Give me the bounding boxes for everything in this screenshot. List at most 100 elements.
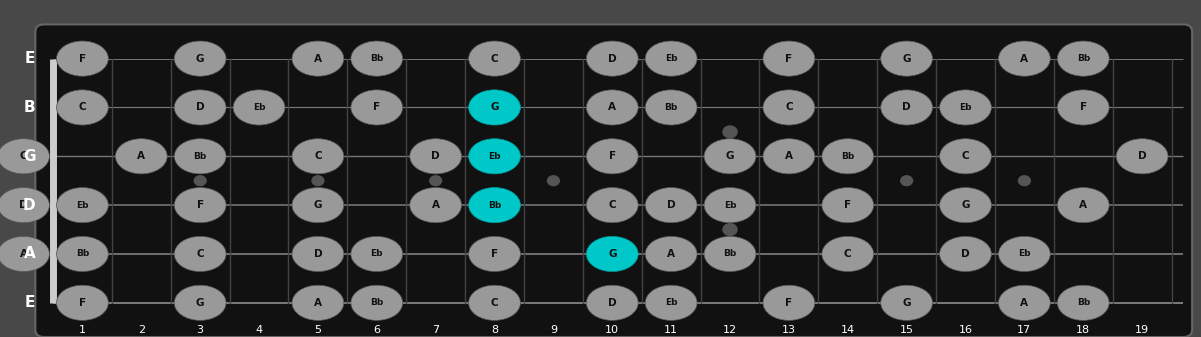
Text: Bb: Bb bbox=[841, 152, 854, 161]
Ellipse shape bbox=[174, 188, 226, 223]
Text: C: C bbox=[491, 298, 498, 308]
Ellipse shape bbox=[645, 236, 697, 272]
Circle shape bbox=[901, 176, 913, 186]
Text: Eb: Eb bbox=[489, 152, 501, 161]
Text: 5: 5 bbox=[315, 325, 322, 335]
Ellipse shape bbox=[468, 285, 520, 320]
Ellipse shape bbox=[586, 188, 638, 223]
Ellipse shape bbox=[292, 236, 343, 272]
Text: A: A bbox=[608, 102, 616, 113]
Text: C: C bbox=[844, 249, 852, 259]
Ellipse shape bbox=[1057, 188, 1110, 223]
Text: Bb: Bb bbox=[370, 54, 383, 63]
Ellipse shape bbox=[174, 236, 226, 272]
Ellipse shape bbox=[468, 188, 520, 223]
Ellipse shape bbox=[880, 90, 932, 125]
Text: Bb: Bb bbox=[193, 152, 207, 161]
Ellipse shape bbox=[1057, 90, 1110, 125]
Ellipse shape bbox=[351, 90, 402, 125]
FancyBboxPatch shape bbox=[35, 24, 1193, 337]
Text: Eb: Eb bbox=[665, 298, 677, 307]
Ellipse shape bbox=[821, 139, 873, 174]
Ellipse shape bbox=[645, 41, 697, 76]
Text: A: A bbox=[667, 249, 675, 259]
Text: C: C bbox=[962, 151, 969, 161]
Circle shape bbox=[430, 176, 442, 186]
Text: F: F bbox=[844, 200, 852, 210]
Text: G: G bbox=[490, 102, 498, 113]
Text: 13: 13 bbox=[782, 325, 796, 335]
Text: C: C bbox=[78, 102, 86, 113]
Text: C: C bbox=[785, 102, 793, 113]
Ellipse shape bbox=[1057, 285, 1110, 320]
Text: C: C bbox=[196, 249, 204, 259]
Text: F: F bbox=[374, 102, 381, 113]
Text: 11: 11 bbox=[664, 325, 679, 335]
Ellipse shape bbox=[586, 41, 638, 76]
Ellipse shape bbox=[292, 285, 343, 320]
Text: D: D bbox=[667, 200, 675, 210]
Text: Eb: Eb bbox=[724, 201, 736, 210]
Text: D: D bbox=[431, 151, 440, 161]
Text: G: G bbox=[902, 298, 910, 308]
Text: 16: 16 bbox=[958, 325, 973, 335]
Circle shape bbox=[1018, 176, 1030, 186]
Ellipse shape bbox=[56, 285, 108, 320]
Text: F: F bbox=[1080, 102, 1087, 113]
Ellipse shape bbox=[292, 41, 343, 76]
Text: Eb: Eb bbox=[1018, 249, 1030, 258]
Ellipse shape bbox=[410, 139, 461, 174]
Text: A: A bbox=[19, 249, 28, 259]
Text: D: D bbox=[1137, 151, 1147, 161]
Ellipse shape bbox=[645, 188, 697, 223]
Ellipse shape bbox=[998, 41, 1051, 76]
Ellipse shape bbox=[468, 139, 520, 174]
Text: A: A bbox=[785, 151, 793, 161]
Ellipse shape bbox=[880, 285, 932, 320]
Ellipse shape bbox=[174, 41, 226, 76]
Text: F: F bbox=[491, 249, 498, 259]
Ellipse shape bbox=[351, 236, 402, 272]
Text: C: C bbox=[315, 151, 322, 161]
Text: C: C bbox=[609, 200, 616, 210]
Ellipse shape bbox=[586, 236, 638, 272]
Ellipse shape bbox=[763, 139, 814, 174]
Text: A: A bbox=[1080, 200, 1087, 210]
Text: F: F bbox=[79, 54, 86, 64]
Text: F: F bbox=[197, 200, 204, 210]
Text: 17: 17 bbox=[1017, 325, 1032, 335]
Ellipse shape bbox=[821, 236, 873, 272]
Ellipse shape bbox=[174, 139, 226, 174]
Text: Eb: Eb bbox=[76, 201, 89, 210]
Text: G: G bbox=[608, 249, 616, 259]
Text: Eb: Eb bbox=[665, 54, 677, 63]
Text: D: D bbox=[902, 102, 910, 113]
Text: 4: 4 bbox=[256, 325, 263, 335]
Text: B: B bbox=[24, 100, 35, 115]
Text: F: F bbox=[79, 298, 86, 308]
Text: Bb: Bb bbox=[1076, 298, 1089, 307]
Circle shape bbox=[312, 176, 324, 186]
Text: A: A bbox=[1021, 298, 1028, 308]
Text: A: A bbox=[1021, 54, 1028, 64]
Text: G: G bbox=[725, 151, 734, 161]
Text: 2: 2 bbox=[138, 325, 145, 335]
Ellipse shape bbox=[174, 285, 226, 320]
Ellipse shape bbox=[586, 285, 638, 320]
Ellipse shape bbox=[880, 41, 932, 76]
Text: D: D bbox=[608, 54, 616, 64]
Ellipse shape bbox=[468, 236, 520, 272]
Text: C: C bbox=[491, 54, 498, 64]
Text: 7: 7 bbox=[432, 325, 440, 335]
Text: 1: 1 bbox=[79, 325, 86, 335]
Ellipse shape bbox=[1116, 139, 1169, 174]
Ellipse shape bbox=[645, 285, 697, 320]
Text: A: A bbox=[24, 246, 35, 262]
Text: D: D bbox=[19, 200, 28, 210]
Ellipse shape bbox=[292, 139, 343, 174]
Ellipse shape bbox=[115, 139, 167, 174]
Ellipse shape bbox=[233, 90, 285, 125]
Text: E: E bbox=[24, 295, 35, 310]
Text: Eb: Eb bbox=[960, 103, 972, 112]
Text: Bb: Bb bbox=[76, 249, 89, 258]
